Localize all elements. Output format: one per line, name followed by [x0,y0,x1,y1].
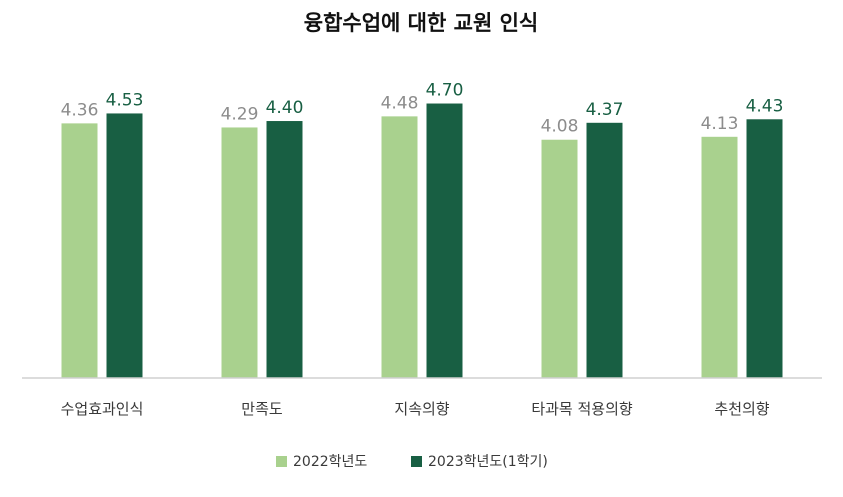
bar-1-5 [701,136,738,378]
category-label-3: 지속의향 [394,400,449,418]
data-label-2-2: 4.40 [266,98,304,118]
legend-label-2: 2023학년도(1학기) [428,454,548,470]
plot-area: 4.36 4.53 4.29 4.40 4.48 4.70 4.08 4.37 4.13 4.43 [61,81,784,379]
bar-1-2 [221,127,258,379]
data-label-2-3: 4.70 [426,81,464,101]
category-label-2: 만족도 [241,400,283,418]
data-label-1-4: 4.08 [541,117,579,137]
bar-1-3 [381,116,418,379]
data-label-1-3: 4.48 [381,93,419,113]
legend-swatch-1 [276,456,287,467]
category-label-4: 타과목 적용의향 [531,400,633,418]
bar-1-4 [541,139,578,378]
bar-1-1 [61,123,98,378]
bar-2-3 [426,103,463,379]
bar-2-5 [746,119,783,379]
category-label-1: 수업효과인식 [61,400,144,418]
data-label-2-1: 4.53 [106,90,144,110]
chart-title: 융합수업에 대한 교원 인식 [304,11,538,35]
bar-2-1 [106,113,143,378]
data-label-1-1: 4.36 [61,100,99,120]
legend-swatch-2 [411,456,422,467]
category-labels: 수업효과인식 만족도 지속의향 타과목 적용의향 추천의향 [61,400,770,418]
bar-2-4 [586,122,623,379]
data-label-1-5: 4.13 [701,114,739,134]
data-label-2-4: 4.37 [586,100,624,120]
data-label-1-2: 4.29 [221,104,259,124]
bar-2-2 [266,121,303,378]
data-label-2-5: 4.43 [746,96,784,116]
category-label-5: 추천의향 [714,400,769,418]
legend: 2022학년도 2023학년도(1학기) [276,454,548,470]
legend-label-1: 2022학년도 [293,454,367,470]
